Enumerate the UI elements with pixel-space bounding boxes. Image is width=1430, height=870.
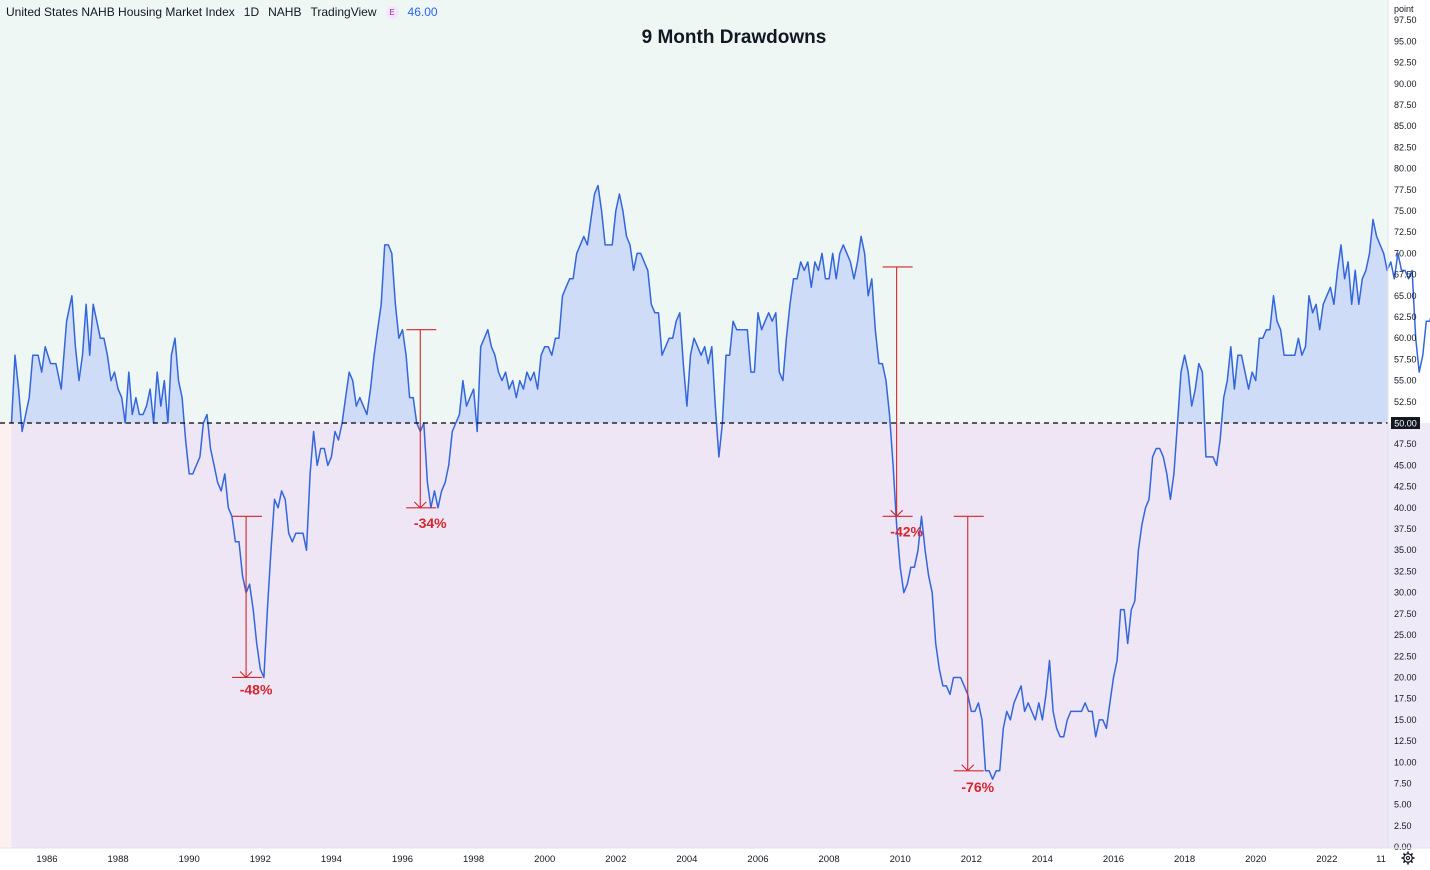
chart-series-line (10, 184, 1430, 780)
x-axis[interactable]: 1986 1988 1990 1992 1994 1996 1998 2000 2002 2004… (0, 847, 1430, 865)
y-tick-label: 55.00 (1394, 376, 1417, 386)
y-tick-label: 85.00 (1394, 121, 1417, 131)
arrowhead-icon (239, 671, 253, 679)
drawdown-annotations: -48%-34%-42%-76%-45% (232, 266, 995, 795)
interval-label[interactable]: 1D (243, 5, 260, 19)
y-tick-label: 67.50 (1394, 270, 1417, 280)
area-fill-above (11, 185, 1388, 424)
drawdown-label: -34% (414, 515, 447, 531)
y-tick-label: 60.00 (1394, 333, 1417, 343)
y-tick-label: 22.50 (1394, 651, 1417, 661)
x-tick-label: 1996 (392, 854, 413, 865)
x-tick-label: 2012 (961, 854, 982, 865)
reference-value-tag (1391, 417, 1420, 430)
y-tick-label: 52.50 (1394, 397, 1417, 407)
drawdown-label: -48% (240, 681, 273, 697)
y-tick-label: 17.50 (1394, 694, 1417, 704)
y-tick-label: 57.50 (1394, 354, 1417, 364)
y-tick-label: 87.50 (1394, 100, 1417, 110)
y-tick-label: 25.00 (1394, 630, 1417, 640)
drawdown-arrow: -48% (232, 515, 273, 697)
y-tick-label: 7.50 (1394, 778, 1412, 788)
y-tick-label: 40.00 (1394, 503, 1417, 513)
y-tick-label: 62.50 (1394, 312, 1417, 322)
gear-icon[interactable] (1401, 851, 1415, 865)
y-tick-label: 90.00 (1394, 79, 1417, 89)
publisher-label: TradingView (310, 5, 377, 19)
drawdown-arrow: -76% (953, 515, 995, 795)
series-line (10, 184, 1430, 780)
y-tick-label: 77.50 (1394, 185, 1417, 195)
arrowhead-icon (890, 509, 904, 518)
x-tick-label: 1988 (108, 854, 129, 865)
y-tick-label: 80.00 (1394, 164, 1417, 174)
y-tick-label: 45.00 (1394, 460, 1417, 470)
x-tick-label: 2022 (1316, 854, 1337, 865)
x-tick-label: 1998 (463, 854, 484, 865)
x-tick-label: 2018 (1174, 854, 1195, 865)
y-tick-label: 30.00 (1394, 588, 1417, 598)
y-tick-label: 20.00 (1394, 672, 1417, 682)
y-tick-label: 70.00 (1394, 248, 1417, 258)
arrowhead-icon (413, 501, 427, 509)
y-tick-label: 92.50 (1394, 58, 1417, 68)
drawdown-label: -42% (890, 524, 923, 540)
y-tick-label: 35.00 (1394, 545, 1417, 555)
x-tick-label: 11 (1376, 854, 1386, 865)
y-tick-label: 37.50 (1394, 524, 1417, 534)
chart-title: 9 Month Drawdowns (641, 27, 827, 48)
y-tick-label: 82.50 (1394, 142, 1417, 152)
y-axis-unit: point (1394, 4, 1414, 14)
x-tick-label: 2000 (534, 854, 555, 865)
y-tick-label: 72.50 (1394, 227, 1417, 237)
y-tick-label: 5.00 (1394, 800, 1412, 810)
y-tick-label: 27.50 (1394, 609, 1417, 619)
earnings-badge-icon[interactable]: E (385, 5, 399, 19)
last-value: 46.00 (407, 5, 438, 19)
y-tick-label: 47.50 (1394, 439, 1417, 449)
x-tick-label: 2010 (890, 854, 911, 865)
y-tick-label: 95.00 (1394, 36, 1417, 46)
area-fill-below (11, 423, 1430, 848)
x-tick-label: 2002 (605, 854, 626, 865)
y-tick-label: 32.50 (1394, 566, 1417, 576)
drawdown-label: -76% (961, 779, 994, 795)
y-tick-label: 10.00 (1394, 757, 1417, 767)
x-tick-label: 2020 (1245, 854, 1266, 865)
y-axis[interactable]: point 0.00 2.50 5.00 7.50 10.00 12.50 15.00 17.5… (1387, 0, 1417, 852)
y-tick-label: 65.00 (1394, 291, 1417, 301)
x-tick-label: 2008 (819, 854, 840, 865)
x-tick-label: 1986 (36, 854, 57, 865)
chart-area-fill (11, 185, 1430, 848)
y-tick-label: 2.50 (1394, 821, 1412, 831)
source-label: NAHB (268, 5, 302, 19)
y-tick-label: 15.00 (1394, 715, 1417, 725)
x-tick-label: 2014 (1032, 854, 1053, 865)
y-tick-label: 0.00 (1394, 842, 1412, 852)
x-tick-label: 2016 (1103, 854, 1124, 865)
x-tick-label: 1992 (250, 854, 271, 865)
reference-line-50: 50.00 (0, 417, 1420, 430)
x-tick-label: 1990 (179, 854, 200, 865)
x-tick-label: 2006 (747, 854, 768, 865)
drawdown-arrow: -34% (406, 329, 447, 531)
x-tick-label: 1994 (321, 854, 342, 865)
y-tick-label: 75.00 (1394, 206, 1417, 216)
reference-value-label: 50.00 (1394, 419, 1417, 429)
x-tick-label: 2004 (676, 854, 697, 865)
chart-header: United States NAHB Housing Market Index … (6, 4, 447, 20)
y-tick-label: 97.50 (1394, 15, 1417, 25)
symbol-title[interactable]: United States NAHB Housing Market Index (6, 5, 235, 19)
y-tick-label: 42.50 (1394, 482, 1417, 492)
arrowhead-icon (961, 764, 975, 772)
y-tick-label: 12.50 (1394, 736, 1417, 746)
drawdown-arrow: -42% (882, 266, 924, 540)
